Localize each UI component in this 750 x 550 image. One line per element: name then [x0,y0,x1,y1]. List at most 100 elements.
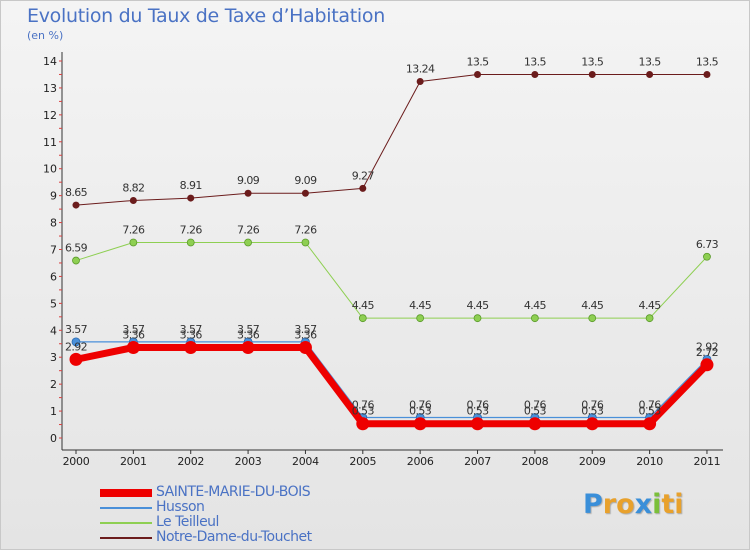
y-tick-label: 8 [50,217,57,230]
y-tick-label: 7 [50,244,57,257]
x-tick-label: 2005 [349,455,376,468]
data-label-husson: 0.76 [524,399,547,412]
data-point-sainte-marie-du-bois [241,341,255,355]
data-label-le-teilleul: 7.26 [180,223,203,236]
data-point-husson [71,337,81,347]
y-tick-label: 9 [50,190,57,203]
x-tick-label: 2006 [407,455,434,468]
x-tick-label: 2000 [63,455,90,468]
data-label-husson: 3.57 [180,323,203,336]
data-point-le-teilleul [129,238,138,247]
legend-label: Notre-Dame-du-Touchet [156,529,312,545]
data-point-sainte-marie-du-bois [126,341,140,355]
data-point-notre-dame-du-touchet [646,70,654,78]
data-point-le-teilleul [72,256,80,265]
data-point-sainte-marie-du-bois [413,417,427,431]
series-line-le-teilleul [75,241,708,319]
data-label-sainte-marie-du-bois: 3.36 [180,329,203,342]
data-label-le-teilleul: 4.45 [466,299,489,312]
data-label-le-teilleul: 7.26 [122,223,145,236]
legend-swatch [100,522,152,524]
data-label-le-teilleul: 4.45 [639,299,662,312]
legend-swatch [100,507,152,509]
y-tick-label: 1 [50,405,57,418]
data-label-husson: 0.76 [581,399,604,412]
logo-letter: o [616,489,635,520]
data-point-le-teilleul [645,314,654,323]
data-point-sainte-marie-du-bois [528,417,542,431]
data-label-husson: 0.76 [409,399,432,412]
data-label-husson: 2.92 [696,340,718,353]
data-point-sainte-marie-du-bois [643,417,657,431]
data-label-husson: 0.76 [639,399,662,412]
data-point-le-teilleul [588,314,597,323]
data-point-sainte-marie-du-bois [585,417,599,431]
data-point-notre-dame-du-touchet [72,201,80,209]
data-label-sainte-marie-du-bois: 3.36 [122,329,145,342]
logo-letter: r [602,489,617,520]
y-tick-label: 13 [43,82,57,95]
data-point-notre-dame-du-touchet [359,184,367,192]
data-label-sainte-marie-du-bois: 3.36 [237,329,260,342]
data-label-notre-dame-du-touchet: 9.09 [294,174,317,187]
legend-label: Husson [156,499,205,515]
data-label-notre-dame-du-touchet: 13.5 [466,55,489,68]
data-label-notre-dame-du-touchet: 13.5 [639,55,662,68]
data-point-notre-dame-du-touchet [703,70,711,78]
data-label-le-teilleul: 4.45 [581,299,604,312]
data-label-sainte-marie-du-bois: 0.53 [466,405,489,418]
data-point-le-teilleul [416,314,425,323]
data-point-notre-dame-du-touchet [588,70,596,78]
data-point-le-teilleul [473,314,482,323]
series-line-sainte-marie-du-bois [72,344,711,428]
data-label-le-teilleul: 4.45 [409,299,432,312]
y-tick-label: 5 [50,297,57,310]
data-label-notre-dame-du-touchet: 9.27 [352,169,375,182]
logo-letter: i [652,489,662,520]
data-label-husson: 3.57 [294,323,317,336]
data-label-sainte-marie-du-bois: 0.53 [352,405,375,418]
logo-letter: t [661,489,675,520]
data-label-le-teilleul: 4.45 [352,299,375,312]
data-label-husson: 0.76 [352,399,375,412]
data-point-le-teilleul [244,238,252,247]
data-label-sainte-marie-du-bois: 0.53 [409,405,432,418]
x-tick-label: 2009 [579,455,606,468]
data-label-sainte-marie-du-bois: 3.36 [294,329,317,342]
x-tick-label: 2010 [636,455,663,468]
legend-swatch [100,537,152,539]
logo-letter: P [583,489,603,520]
proxiti-logo: Proxiti [583,489,684,520]
chart-title: Evolution du Taux de Taxe d’Habitation [27,5,385,27]
data-label-notre-dame-du-touchet: 8.82 [122,181,144,194]
data-label-notre-dame-du-touchet: 8.65 [65,186,88,199]
data-point-notre-dame-du-touchet [129,196,137,204]
data-label-notre-dame-du-touchet: 8.91 [180,179,202,192]
x-tick-label: 2008 [521,455,548,468]
data-point-notre-dame-du-touchet [474,70,482,78]
logo-letter: i [674,489,684,520]
data-label-sainte-marie-du-bois: 0.53 [581,405,604,418]
chart-subtitle: (en %) [27,29,64,42]
y-tick-label: 6 [50,270,57,283]
data-label-le-teilleul: 6.59 [65,242,88,255]
data-label-notre-dame-du-touchet: 9.09 [237,174,260,187]
data-label-notre-dame-du-touchet: 13.24 [406,62,435,75]
data-label-notre-dame-du-touchet: 13.5 [696,55,719,68]
data-point-notre-dame-du-touchet [187,194,195,202]
series-line-notre-dame-du-touchet [75,73,708,206]
data-point-le-teilleul [530,314,539,323]
data-point-sainte-marie-du-bois [298,341,312,355]
y-tick-label: 3 [50,351,57,364]
data-point-le-teilleul [358,314,367,323]
x-tick-label: 2007 [464,455,491,468]
y-tick-label: 14 [43,55,57,68]
x-tick-label: 2003 [235,455,262,468]
data-label-le-teilleul: 7.26 [294,223,317,236]
legend-swatch [100,489,152,497]
x-tick-label: 2001 [120,455,147,468]
data-label-husson: 3.57 [122,323,145,336]
data-label-le-teilleul: 6.73 [696,238,719,251]
x-tick-label: 2002 [177,455,204,468]
